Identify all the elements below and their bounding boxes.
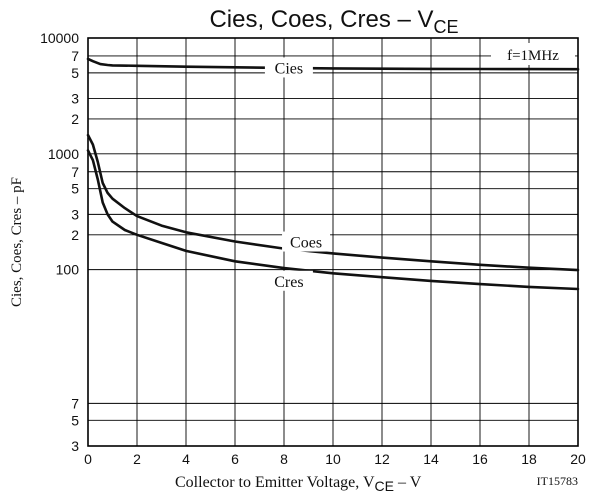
- x-axis-label-tail: – V: [394, 474, 422, 491]
- series-layer: [86, 57, 580, 291]
- y-tick-label: 2: [71, 227, 79, 243]
- series-label-bg-cres: [264, 270, 313, 291]
- y-tick-label: 5: [71, 65, 79, 81]
- series-line-coes: [86, 133, 580, 272]
- y-tick-label: 10000: [40, 30, 79, 46]
- y-tick-label: 3: [71, 206, 79, 222]
- y-tick-label: 7: [71, 395, 79, 411]
- series-label-bg-cies: [264, 57, 313, 78]
- x-tick-label: 20: [570, 451, 586, 467]
- series-label-layer: Cies Coes Cres: [264, 57, 331, 291]
- y-tick-label: 7: [71, 48, 79, 64]
- condition-label: f=1MHz: [507, 48, 559, 64]
- chart-title: Cies, Coes, Cres – VCE: [209, 6, 458, 37]
- chart-title-main: Cies, Coes, Cres – V: [209, 6, 433, 33]
- x-tick-label: 18: [521, 451, 537, 467]
- chart-title-subscript: CE: [434, 17, 459, 37]
- series-label-bg-coes: [282, 231, 331, 252]
- x-tick-labels: 0 2 4 6 8 10 12 14 16 18 20: [84, 451, 586, 467]
- y-tick-label: 5: [71, 181, 79, 197]
- condition-box-bg: [491, 43, 575, 65]
- y-tick-label: 2: [71, 111, 79, 127]
- x-tick-label: 16: [472, 451, 488, 467]
- x-tick-label: 8: [280, 451, 288, 467]
- y-tick-label: 5: [71, 412, 79, 428]
- y-tick-label: 7: [71, 164, 79, 180]
- series-label-coes: Coes: [290, 235, 322, 252]
- x-axis-label-subscript: CE: [375, 478, 394, 494]
- x-tick-label: 14: [423, 451, 439, 467]
- x-axis-label-main: Collector to Emitter Voltage, V: [175, 474, 375, 491]
- series-label-cres: Cres: [274, 274, 303, 291]
- x-tick-label: 6: [231, 451, 239, 467]
- x-tick-label: 4: [182, 451, 190, 467]
- series-line-cres: [86, 149, 580, 291]
- series-label-cies: Cies: [275, 60, 303, 77]
- x-axis-label: Collector to Emitter Voltage, VCE – V: [175, 474, 422, 494]
- y-tick-label: 3: [71, 438, 79, 454]
- x-tick-label: 2: [133, 451, 141, 467]
- y-tick-label: 3: [71, 91, 79, 107]
- y-tick-label: 100: [56, 262, 80, 278]
- x-tick-label: 12: [374, 451, 390, 467]
- x-tick-label: 0: [84, 451, 92, 467]
- y-tick-label: 1000: [48, 146, 79, 162]
- y-axis-label: Cies, Coes, Cres – pF: [9, 177, 25, 307]
- x-tick-label: 10: [325, 451, 341, 467]
- series-line-cies: [86, 57, 580, 71]
- figure-id: IT15783: [537, 474, 578, 488]
- grid-layer: [88, 38, 578, 446]
